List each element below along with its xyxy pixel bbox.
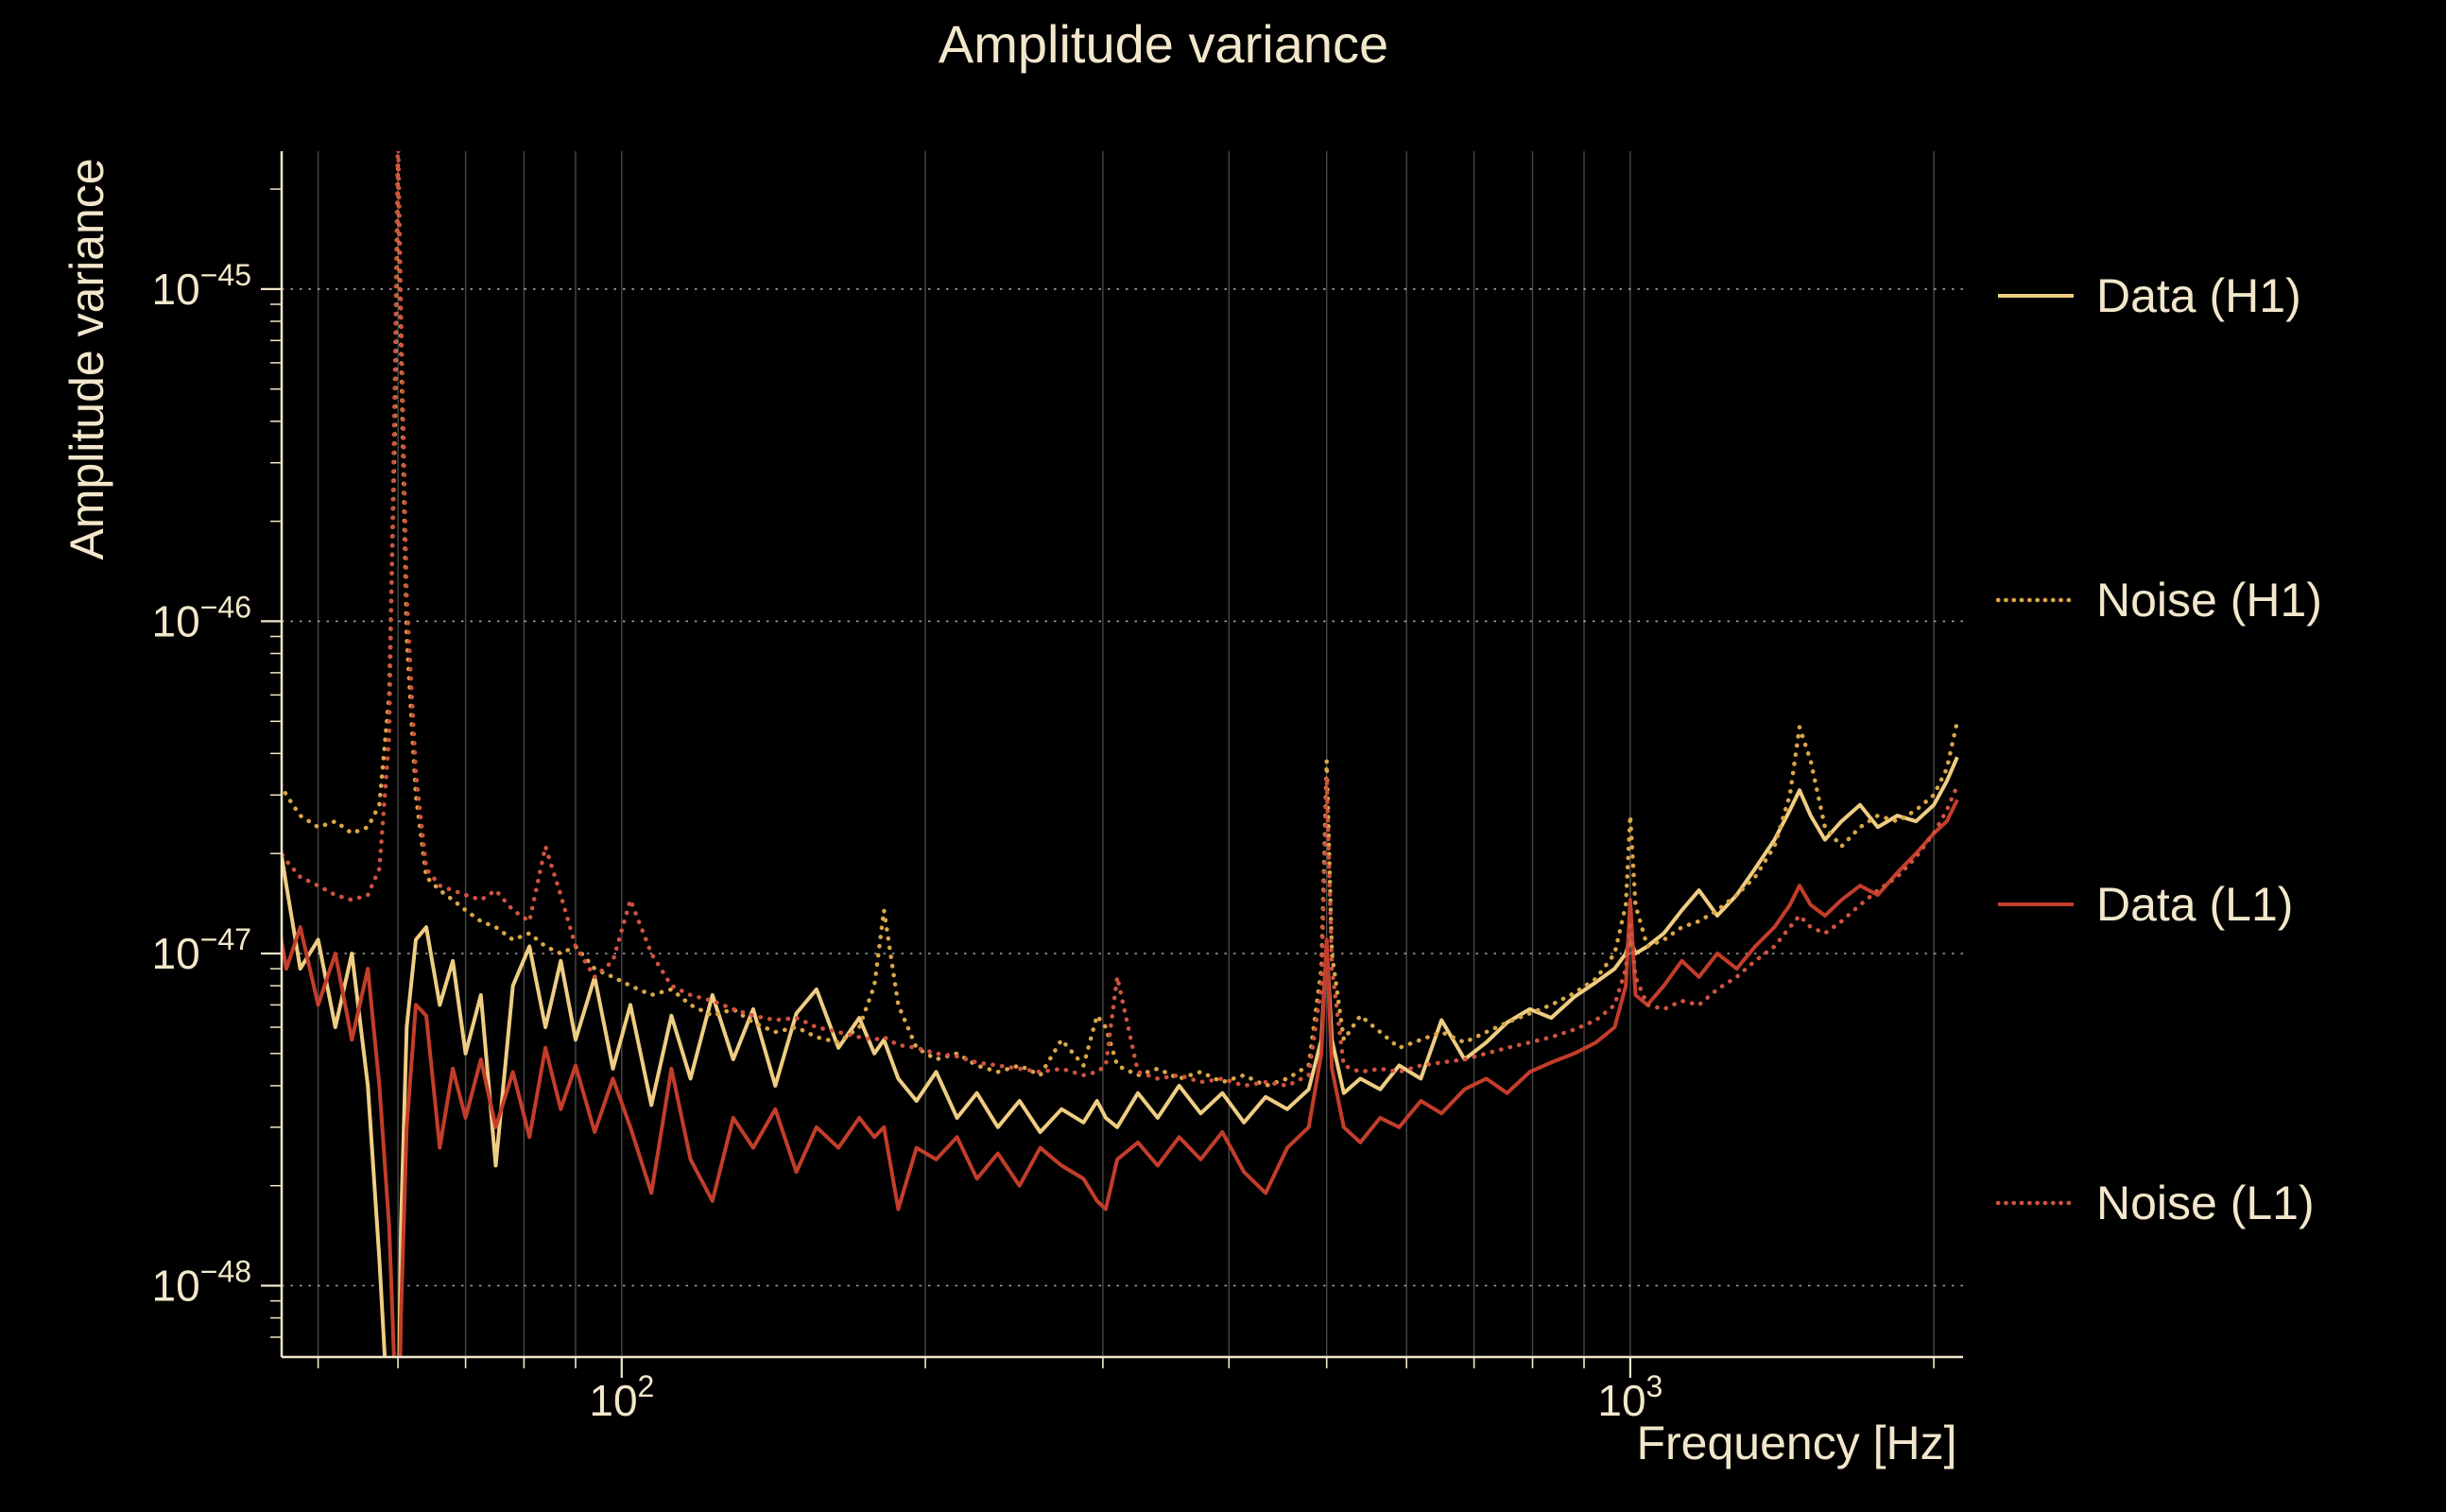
legend-entry-4: Noise (L1) <box>1996 1176 2315 1230</box>
legend-label: Noise (L1) <box>2096 1177 2315 1229</box>
tick-label: 10−47 <box>152 922 251 978</box>
tick-label: 10−45 <box>152 258 251 314</box>
legend-entry-3: Data (L1) <box>1996 877 2293 932</box>
x-axis-label: Frequency [Hz] <box>1636 1417 1957 1469</box>
legend-line-sample <box>1998 902 2074 906</box>
legend-line-sample <box>1996 1200 2076 1206</box>
legend-line-sample <box>1996 597 2076 603</box>
legend: Data (H1) Noise (H1) Data (L1) Noise (L1) <box>1996 0 2440 1512</box>
legend-label: Data (H1) <box>2096 269 2301 322</box>
y-axis-label: Amplitude variance <box>60 158 113 560</box>
legend-label: Noise (H1) <box>2096 574 2322 627</box>
series-line-2 <box>282 160 1960 1089</box>
legend-line-sample <box>1998 294 2074 298</box>
tick-label: 10−48 <box>152 1255 251 1311</box>
legend-label: Data (L1) <box>2096 878 2294 931</box>
series-line-4 <box>282 151 1960 1089</box>
legend-entry-2: Noise (H1) <box>1996 573 2322 627</box>
tick-label: 102 <box>589 1369 654 1425</box>
tick-label: 10−46 <box>152 590 251 645</box>
series-group <box>282 151 1960 1357</box>
series-line-1 <box>282 756 1959 1357</box>
chart-title: Amplitude variance <box>938 14 1389 74</box>
series-line-3 <box>282 799 1959 1357</box>
legend-entry-1: Data (H1) <box>1996 268 2301 323</box>
